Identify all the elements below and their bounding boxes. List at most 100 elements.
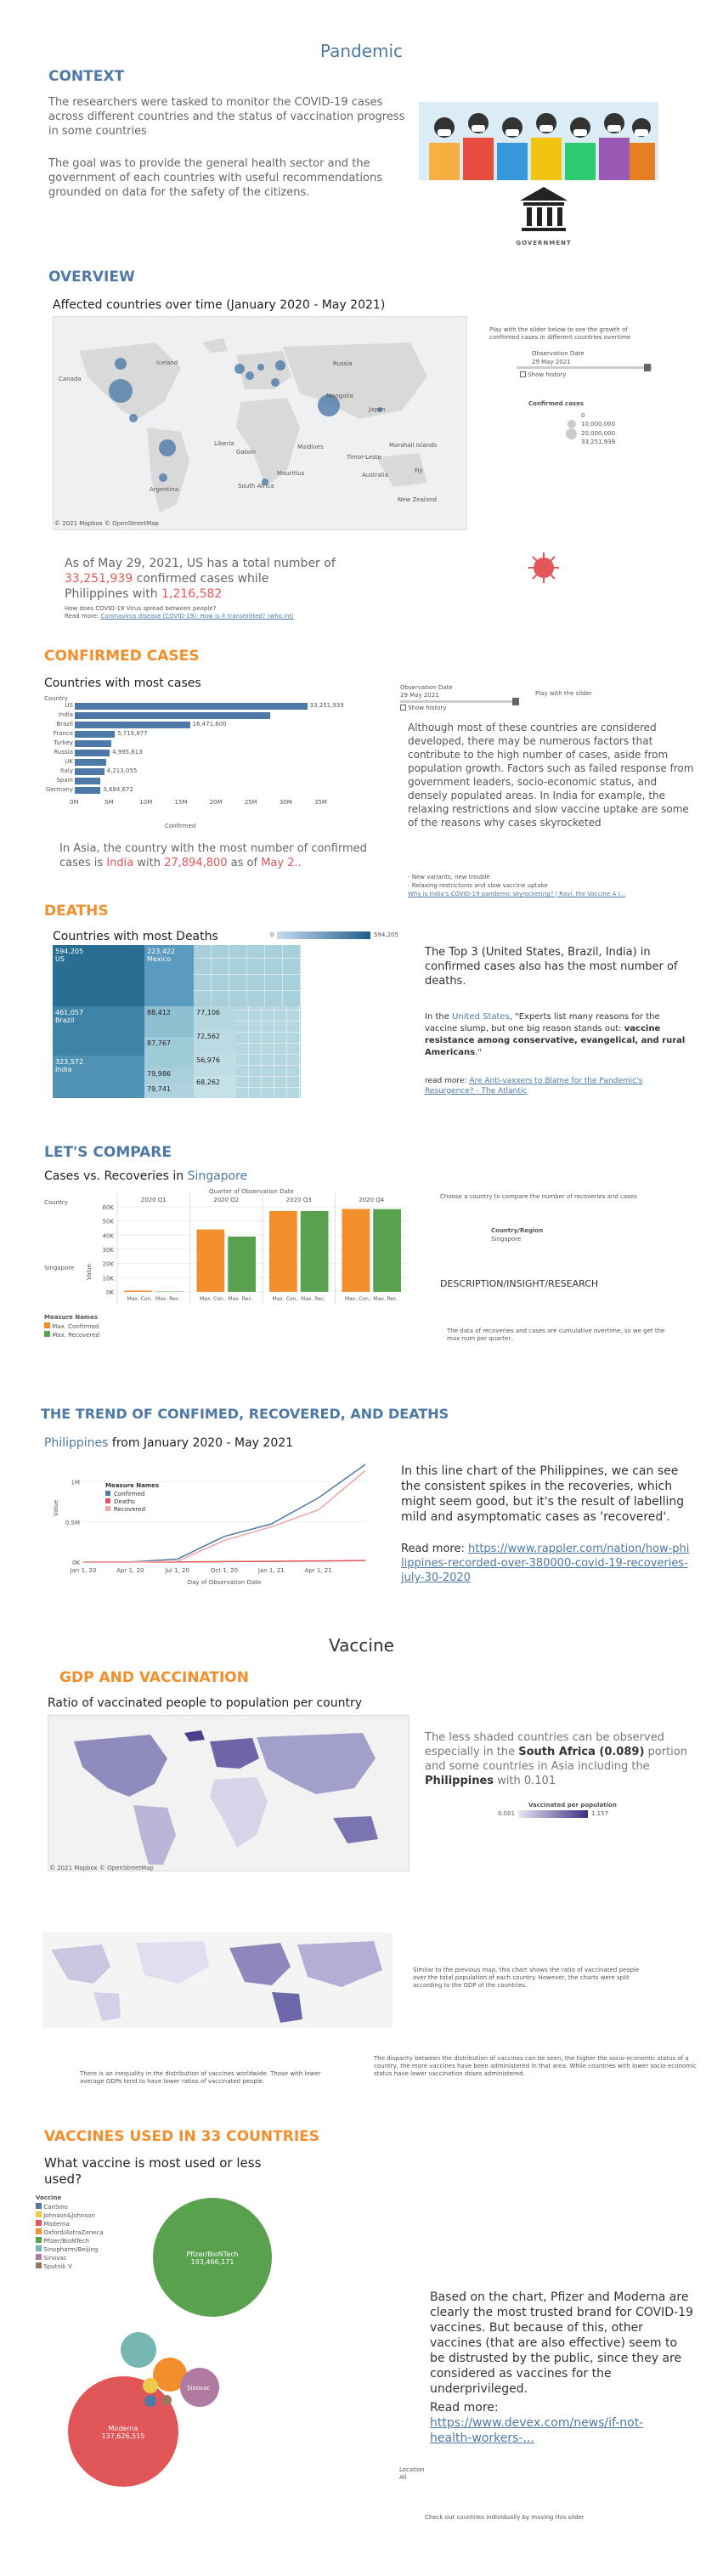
bubble-pfizer-val: 193,466,171 — [190, 2258, 234, 2266]
quarter-label: 2020 Q4 — [359, 1197, 385, 1203]
x-tick: Apr 1, 20 — [116, 1567, 144, 1574]
deaths-body2-end: ." — [475, 1048, 482, 1057]
overview-note2: Read more: Coronavirus disease (COVID-19… — [65, 613, 294, 620]
treemap-spain[interactable]: 68,262 — [194, 1076, 236, 1098]
quarter-label: 2020 Q3 — [286, 1197, 312, 1203]
bar[interactable] — [75, 768, 104, 775]
confirmed-bar-chart: US 33,251,939 India Brazil 16,471,600 France 5… — [44, 702, 384, 835]
bubble-sinopharm[interactable] — [121, 2332, 156, 2368]
axis-tick: 20M — [209, 799, 223, 806]
treemap-colombia[interactable]: 72,562 — [194, 1030, 236, 1054]
map-label-japan: Japan — [369, 406, 386, 413]
compare-country-label: Country — [44, 1199, 68, 1206]
bubble-moderna[interactable] — [68, 2376, 178, 2487]
bubble-cansino[interactable] — [144, 2395, 156, 2407]
treemap-russia[interactable]: 79,986 — [144, 1067, 194, 1083]
col-label: Max. Con.. Max. Rec. — [272, 1296, 325, 1302]
compare-legend-confirmed: Max. Confirmed — [44, 1322, 99, 1331]
confirmed-link[interactable]: Why is India's COVID-19 pandemic skyrock… — [408, 891, 626, 897]
confirmed-history-checkbox[interactable] — [400, 705, 406, 711]
note2-link[interactable]: Coronavirus disease (COVID-19): How is i… — [100, 613, 294, 620]
treemap-brazil[interactable]: 461,057 Brazil — [53, 1006, 144, 1056]
bubble-sinovac[interactable] — [180, 2368, 219, 2407]
trend-legend-swatch — [105, 1498, 110, 1503]
treemap-india[interactable]: 323,572 India — [53, 1056, 144, 1098]
gdp-split-maps[interactable] — [42, 1933, 393, 2028]
axis-tick: 10M — [139, 799, 153, 806]
treemap-germany[interactable]: 77,106 — [194, 1006, 236, 1030]
bar-label: Turkey — [54, 739, 73, 746]
deaths-read-link[interactable]: Are Anti-vaxxers to Blame for the Pandem… — [425, 1077, 643, 1096]
virus-icon — [527, 551, 561, 585]
bar[interactable] — [75, 703, 308, 710]
gdp-text3: The disparity between the distribution o… — [374, 2055, 697, 2077]
asia-date: May 2.. — [261, 857, 302, 869]
bar[interactable] — [75, 750, 110, 756]
overview-date-slider[interactable] — [517, 364, 652, 371]
bar[interactable] — [75, 759, 106, 766]
map-copyright: © 2021 Mapbox © OpenStreetMap — [54, 520, 159, 527]
treemap-others-top[interactable] — [194, 945, 301, 1006]
bar[interactable] — [75, 731, 116, 738]
vaccine-legend-swatch — [36, 2203, 42, 2209]
trend-read: Read more: https://www.rappler.com/natio… — [401, 1542, 690, 1585]
bar[interactable] — [75, 740, 112, 747]
vaccine-legend-swatch — [36, 2228, 42, 2234]
vaccine-legend-label: Sinopharm/Beijing — [43, 2246, 99, 2253]
bubble-pfizer[interactable] — [153, 2198, 272, 2317]
deaths-body2: In the United States, "Experts list many… — [425, 1011, 688, 1059]
vaccine-legend-label: Sputnik V — [43, 2263, 72, 2270]
bar-label: UK — [65, 758, 73, 765]
deaths-read-pre: read more: — [425, 1077, 470, 1085]
world-map[interactable] — [53, 316, 467, 530]
treemap-argentina[interactable]: 56,976 — [194, 1054, 236, 1076]
treemap-mexico[interactable]: 223,422 Mexico — [144, 945, 194, 1006]
deaths-treemap[interactable]: 594,205 US 461,057 Brazil 323,572 India 223… — [53, 945, 301, 1098]
bar[interactable] — [75, 778, 101, 784]
map-label-mauritius: Mauritius — [277, 470, 305, 477]
vaccines-read-pre: Read more: — [430, 2401, 499, 2415]
gdp-body-mid: portion and some countries in Asia inclu… — [425, 1746, 687, 1773]
vaccine-legend-label: Johnson&Johnson — [43, 2212, 95, 2219]
treemap-france[interactable]: 79,741 — [144, 1083, 194, 1098]
vaccines-loc-value[interactable]: All — [399, 2474, 407, 2481]
compare-region-select[interactable]: Singapore — [491, 1236, 522, 1243]
bubble-moderna-val: 137,626,515 — [101, 2432, 145, 2440]
bubble-mexico — [129, 414, 138, 422]
compare-top-label: Quarter of Observation Date — [209, 1188, 294, 1195]
overview-show-history[interactable]: Show history — [520, 371, 566, 379]
legend-swatch-confirmed — [44, 1322, 50, 1328]
confirmed-date-slider[interactable] — [400, 698, 519, 705]
compare-bar — [373, 1209, 401, 1292]
show-history-checkbox[interactable] — [520, 371, 526, 377]
vaccine-legend-label: Pfizer/BioNTech — [43, 2238, 90, 2245]
bubble-jnj[interactable] — [143, 2378, 158, 2393]
bubble-sputnik[interactable] — [161, 2395, 172, 2405]
summary-with: with — [128, 587, 162, 601]
compare-chart-title: Cases vs. Recoveries in Singapore — [44, 1169, 247, 1183]
trend-read-link[interactable]: https://www.rappler.com/nation/how-phili… — [401, 1543, 690, 1584]
map-label-canada: Canada — [59, 376, 82, 382]
treemap-us[interactable]: 594,205 US — [53, 945, 144, 1006]
treemap-uk[interactable]: 88,412 — [144, 1006, 194, 1037]
summary-country: Philippines — [65, 587, 129, 601]
bar[interactable] — [75, 787, 101, 794]
confirmed-show-history[interactable]: Show history — [400, 705, 446, 712]
bar[interactable] — [75, 722, 190, 728]
gdp-text2: Similar to the previous map, this chart … — [413, 1967, 640, 1989]
trend-heading: THE TREND OF CONFIMED, RECOVERED, AND DE… — [41, 1406, 449, 1422]
treemap-italy[interactable]: 87,767 — [144, 1037, 194, 1067]
vaccination-map[interactable] — [48, 1715, 410, 1871]
vaccine-legend-label: Oxford/AstraZeneca — [43, 2229, 104, 2236]
treemap-others-bottom[interactable] — [236, 1006, 301, 1098]
map-label-maldives: Maldives — [297, 444, 324, 450]
overview-obs-value: 29 May 2021 — [532, 359, 571, 365]
legend-val-0: 0 — [581, 412, 585, 419]
confirmed-heading: CONFIRMED CASES — [44, 648, 200, 665]
gdp-heading: GDP AND VACCINATION — [59, 1669, 249, 1686]
compare-region-label: Country/Region — [491, 1227, 544, 1234]
bar[interactable] — [75, 712, 270, 719]
bubble-brazil — [159, 439, 176, 456]
vaccines-read-link[interactable]: https://www.devex.com/news/if-not-health… — [430, 2416, 644, 2445]
vaccines-bubble-chart[interactable]: Pfizer/BioNTech 193,466,171 Moderna 137,62… — [51, 2198, 306, 2546]
